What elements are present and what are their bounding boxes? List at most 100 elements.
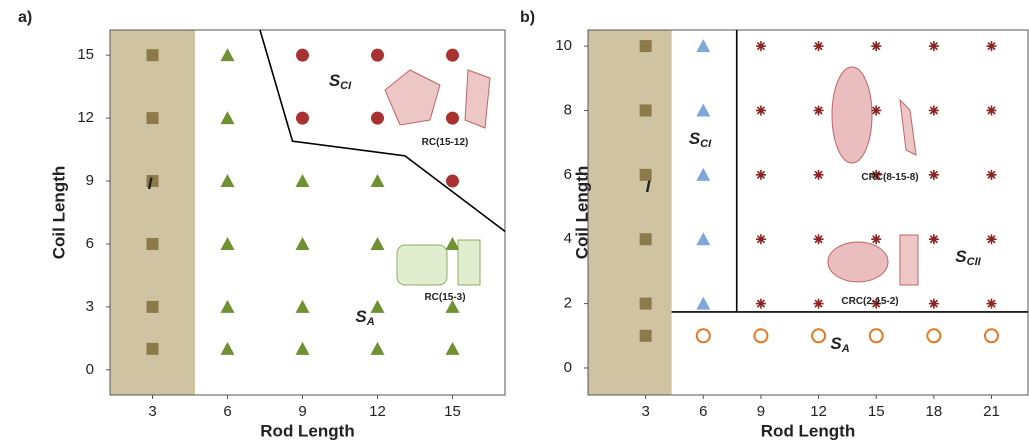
annotation-text: I <box>646 177 652 196</box>
triangle-point <box>445 236 460 250</box>
x-tick-label: 12 <box>369 403 386 420</box>
annotation-text: S <box>830 334 842 353</box>
y-axis-title: Coil Length <box>572 166 591 259</box>
x-tick-label: 12 <box>810 403 827 420</box>
annotation: SA <box>355 307 374 327</box>
triangle-point <box>220 341 235 355</box>
annotation: SCI <box>329 71 352 91</box>
x-axis-title: Rod Length <box>761 421 855 440</box>
star-point <box>928 169 939 180</box>
crystal-sketch <box>899 98 917 156</box>
triangle-point <box>295 341 310 355</box>
annotation: SA <box>830 334 849 354</box>
annotation-text: CRC(8-15-8) <box>861 172 918 183</box>
x-axis-title: Rod Length <box>260 421 354 440</box>
triangle-point <box>696 103 711 117</box>
annotation-text: S <box>955 247 967 266</box>
annotation: SCI <box>689 129 712 149</box>
triangle-point <box>295 236 310 250</box>
triangle-point <box>220 299 235 313</box>
annotation-text: S <box>355 307 367 326</box>
y-tick-label: 9 <box>86 172 94 189</box>
triangle-point <box>445 299 460 313</box>
star-point <box>813 169 824 180</box>
crystal-sketch <box>457 239 481 286</box>
y-tick-label: 3 <box>86 298 94 315</box>
star-point <box>928 234 939 245</box>
panel-label: b) <box>520 9 535 26</box>
y-tick-label: 10 <box>555 37 572 54</box>
crystal-sketch <box>827 241 889 283</box>
triangle-point <box>696 39 711 53</box>
panel-label: a) <box>18 9 32 26</box>
square-point <box>146 112 159 125</box>
square-point <box>639 168 652 181</box>
annotation-subscript: CII <box>967 256 982 268</box>
star-point <box>986 41 997 52</box>
crystal-sketch <box>899 234 919 286</box>
circle-point <box>296 111 309 125</box>
x-tick-label: 15 <box>444 403 461 420</box>
x-tick-label: 9 <box>298 403 306 420</box>
annotation-subscript: A <box>841 343 850 355</box>
y-tick-label: 6 <box>564 166 572 183</box>
plot: 3 6 9 12 1503691215ISCIRC(15-12)RC(15-3)SAa)… <box>18 9 506 440</box>
triangle-point <box>445 341 460 355</box>
star-point <box>986 105 997 116</box>
triangle-point <box>370 341 385 355</box>
plot-frame <box>109 29 506 396</box>
square-point <box>639 40 652 53</box>
star-point <box>755 169 766 180</box>
y-tick-label: 6 <box>86 235 94 252</box>
crystal-sketch <box>831 66 873 164</box>
star-point <box>986 234 997 245</box>
open-circle-point <box>926 328 942 344</box>
triangle-point <box>220 111 235 125</box>
triangle-point <box>696 232 711 246</box>
square-point <box>146 49 159 62</box>
annotation-text: RC(15-3) <box>424 292 465 303</box>
annotation: RC(15-12) <box>422 137 469 148</box>
square-point <box>146 342 159 355</box>
y-tick-label: 0 <box>564 359 572 376</box>
open-circle-point <box>811 328 827 344</box>
annotation: CRC(2-15-2) <box>841 296 898 307</box>
circle-point <box>371 48 384 62</box>
star-point <box>928 298 939 309</box>
star-point <box>928 105 939 116</box>
triangle-point <box>696 296 711 310</box>
annotation-text: RC(15-12) <box>422 137 469 148</box>
annotation-text: I <box>148 174 154 193</box>
crystal-sketch <box>384 69 441 126</box>
y-tick-label: 15 <box>77 46 94 63</box>
x-tick-label: 18 <box>926 403 943 420</box>
triangle-point <box>370 299 385 313</box>
star-point <box>928 41 939 52</box>
star-point <box>871 234 882 245</box>
x-tick-label: 6 <box>223 403 231 420</box>
annotation-text: S <box>689 129 701 148</box>
star-point <box>986 298 997 309</box>
x-tick-label: 6 <box>699 403 707 420</box>
crystal-sketches <box>384 66 919 286</box>
triangle-point <box>370 236 385 250</box>
square-point <box>639 297 652 310</box>
y-tick-label: 2 <box>564 295 572 312</box>
annotation: I <box>646 177 652 196</box>
star-point <box>813 105 824 116</box>
x-tick-label: 3 <box>641 403 649 420</box>
circle-point <box>446 48 459 62</box>
star-point <box>871 41 882 52</box>
square-point <box>146 175 159 188</box>
open-circle-point <box>983 328 999 344</box>
circle-point <box>296 48 309 62</box>
star-point <box>986 169 997 180</box>
plot-frame <box>587 29 1029 396</box>
annotation: RC(15-3) <box>424 292 465 303</box>
y-tick-label: 4 <box>564 230 572 247</box>
annotation-text: S <box>329 71 341 90</box>
x-tick-label: 15 <box>868 403 885 420</box>
triangle-point <box>220 174 235 188</box>
star-point <box>755 234 766 245</box>
